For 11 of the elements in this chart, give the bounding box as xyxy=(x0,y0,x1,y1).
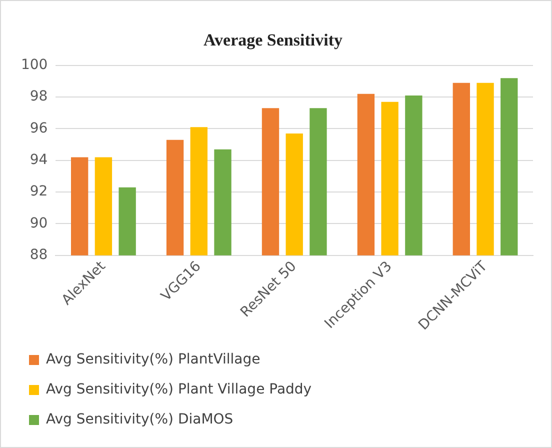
legend-label: Avg Sensitivity(%) Plant Village Paddy xyxy=(46,382,312,398)
y-tick-label: 90 xyxy=(30,215,48,232)
chart-title: Average Sensitivity xyxy=(204,30,343,50)
y-tick-label: 98 xyxy=(30,88,48,105)
y-tick-label: 96 xyxy=(30,120,48,136)
y-tick-label: 100 xyxy=(20,57,48,74)
y-tick-label: 94 xyxy=(30,152,48,168)
y-tick-label: 92 xyxy=(30,184,48,200)
legend-label: Avg Sensitivity(%) DiaMOS xyxy=(46,412,234,428)
y-tick-label: 88 xyxy=(30,247,48,264)
legend-label: Avg Sensitivity(%) PlantVillage xyxy=(46,352,260,368)
